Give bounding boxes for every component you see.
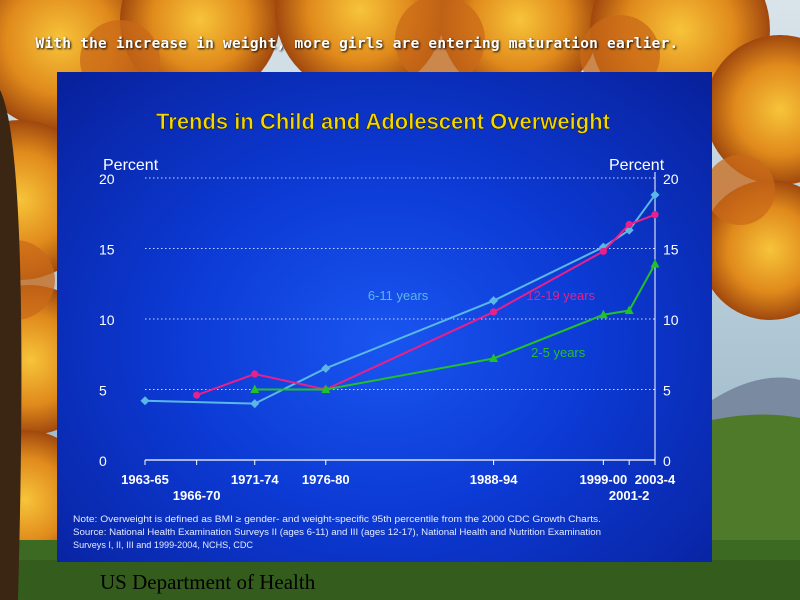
y-tick-label-left: 20 (99, 171, 115, 187)
right-axis-label: Percent (609, 157, 665, 174)
y-tick-label-right: 10 (663, 312, 679, 328)
data-point (321, 363, 331, 373)
x-tick-label: 1966-70 (173, 488, 221, 503)
series-labels: 6-11 years 12-19 years 2-5 years (368, 288, 596, 360)
y-tick-label-right: 5 (663, 383, 671, 399)
x-tick-label: 1976-80 (302, 472, 350, 487)
x-tick-label: 1963-65 (121, 472, 169, 487)
series-line (254, 263, 656, 391)
series-label: 2-5 years (531, 345, 586, 360)
note-line: Source: National Health Examination Surv… (73, 527, 601, 537)
overweight-trend-chart: Trends in Child and Adolescent Overweigh… (73, 109, 679, 550)
data-point (490, 308, 498, 316)
x-tick-label: 1971-74 (231, 472, 279, 487)
x-tick-label: 1988-94 (470, 472, 518, 487)
y-tick-label-left: 0 (99, 453, 107, 469)
data-point (598, 309, 608, 319)
series-lines (140, 190, 660, 409)
data-point (651, 211, 659, 219)
gridlines (145, 177, 655, 390)
y-tick-label-right: 20 (663, 171, 679, 187)
series-label: 6-11 years (368, 288, 429, 303)
data-point (140, 396, 150, 406)
data-point (251, 370, 259, 378)
tick-labels: 0 0 5 5 10 10 15 15 20 20 1963-65 1966-70 1971-74 197… (99, 171, 679, 503)
chart-title: Trends in Child and Adolescent Overweigh… (156, 109, 611, 134)
footer-text: US Department of Health (100, 570, 316, 594)
data-point (599, 247, 607, 255)
axes (144, 172, 656, 465)
data-point (250, 384, 260, 393)
slide-header-text: With the increase in weight, more girls … (35, 36, 679, 52)
data-point (625, 220, 633, 229)
y-tick-label-left: 10 (99, 312, 115, 328)
data-point (489, 296, 499, 306)
data-point (250, 399, 260, 409)
data-point (650, 259, 660, 268)
series-label: 12-19 years (526, 288, 595, 303)
x-tick-label: 2001-2 (609, 488, 649, 503)
y-tick-label-left: 15 (99, 242, 115, 258)
y-tick-label-right: 0 (663, 453, 671, 469)
data-point (321, 384, 331, 393)
data-point (193, 391, 201, 399)
y-tick-label-left: 5 (99, 383, 107, 399)
x-tick-label: 1999-00 (579, 472, 627, 487)
data-point (650, 190, 660, 200)
data-point (624, 305, 634, 315)
x-tick-label: 2003-4 (635, 472, 676, 487)
data-point (489, 353, 499, 362)
chart-notes: Note: Overweight is defined as BMI ≥ gen… (73, 514, 601, 550)
series-line (196, 213, 656, 397)
note-line: Note: Overweight is defined as BMI ≥ gen… (73, 514, 601, 524)
note-line: Surveys I, II, III and 1999-2004, NCHS, … (73, 540, 254, 550)
left-axis-label: Percent (103, 157, 159, 174)
chart-panel: Trends in Child and Adolescent Overweigh… (57, 72, 712, 562)
y-tick-label-right: 15 (663, 242, 679, 258)
